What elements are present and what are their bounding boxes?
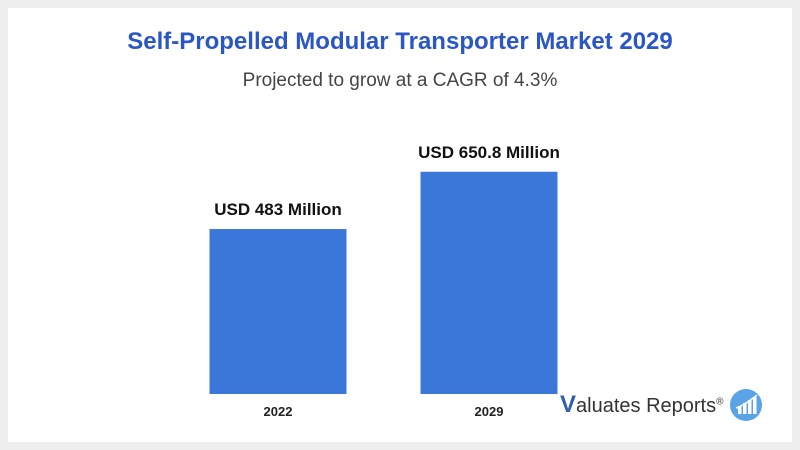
data-label-2029: USD 650.8 Million [418,143,560,162]
bar-2022 [209,229,347,394]
chart-subtitle: Projected to grow at a CAGR of 4.3% [242,70,558,91]
chart-title: Self-Propelled Modular Transporter Marke… [127,28,673,55]
x-tick-label-2029: 2029 [475,404,504,419]
logo-registered: ® [716,396,724,408]
x-tick-label-2022: 2022 [264,404,293,419]
chart-card: Self-Propelled Modular Transporter Marke… [8,8,792,442]
bar-2029 [420,171,558,394]
data-label-2022: USD 483 Million [214,200,342,219]
bar-chart-logo-icon [730,389,763,421]
logo-initial: V [560,391,577,418]
valuates-logo: Valuates Reports® [560,388,763,422]
logo-wordmark: Valuates Reports® [560,391,723,419]
logo-name: aluates Reports [576,395,717,417]
bar-chart: USD 483 Million 2022 USD 650.8 Million 2029 [209,143,560,419]
